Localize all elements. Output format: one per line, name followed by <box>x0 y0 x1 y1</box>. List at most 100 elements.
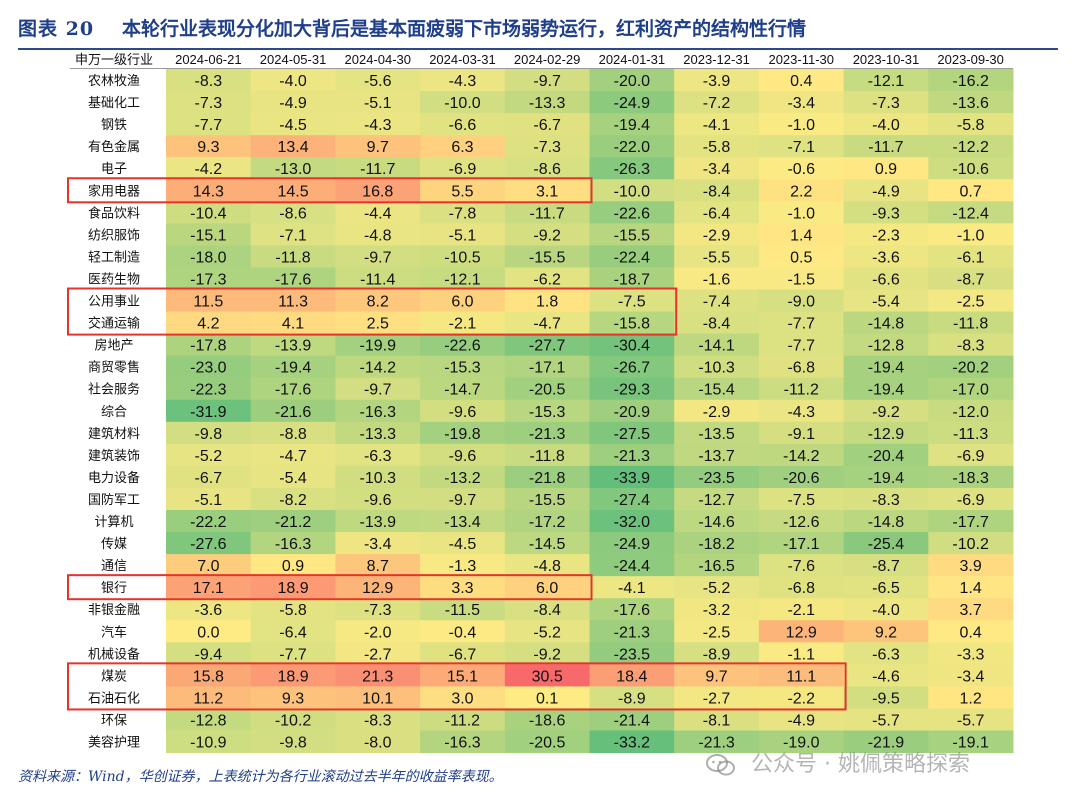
heat-cell <box>420 311 506 335</box>
cell-value: -17.3 <box>190 271 227 288</box>
heat-cell <box>589 598 675 621</box>
heat-cell <box>589 554 675 577</box>
cell-value: -7.6 <box>787 558 815 575</box>
cell-value: -16.5 <box>698 558 735 575</box>
heat-cell <box>166 355 252 379</box>
cell-value: -7.2 <box>703 95 731 112</box>
heat-cell <box>674 135 760 158</box>
heat-cell <box>928 157 1014 180</box>
cell-value: -22.2 <box>190 514 227 531</box>
column-header: 2024-02-29 <box>514 52 581 67</box>
row-header-label: 申万一级行业 <box>75 53 153 68</box>
cell-value: -2.9 <box>703 404 731 421</box>
heat-cell <box>504 113 590 136</box>
cell-value: 2.2 <box>790 183 812 200</box>
cell-value: -13.9 <box>275 338 312 355</box>
cell-value: -4.0 <box>872 117 900 134</box>
cell-value: 6.0 <box>451 294 473 311</box>
heat-cell <box>166 311 252 335</box>
heat-cell <box>928 223 1014 246</box>
heat-cell <box>420 510 506 533</box>
heat-cell <box>420 399 506 423</box>
row-label: 轻工制造 <box>88 250 140 265</box>
cell-value: -8.4 <box>703 183 731 200</box>
heat-cell <box>928 355 1014 379</box>
heat-cell <box>928 201 1014 224</box>
row-label: 国防军工 <box>88 492 140 508</box>
cell-value: -27.5 <box>614 426 651 443</box>
cell-value: -5.8 <box>957 117 985 134</box>
cell-value: -9.2 <box>533 646 561 663</box>
cell-value: -1.1 <box>787 646 815 663</box>
heat-cell <box>758 157 845 180</box>
heat-cell <box>843 532 929 555</box>
cell-value: -7.7 <box>787 338 815 355</box>
heat-cell <box>504 554 590 577</box>
cell-value: -32.0 <box>614 514 651 531</box>
cell-value: -5.2 <box>195 448 223 465</box>
cell-value: -11.8 <box>953 316 988 333</box>
heat-cell <box>335 421 421 445</box>
cell-value: -12.9 <box>868 426 905 443</box>
cell-value: -9.6 <box>364 492 392 509</box>
cell-value: -18.2 <box>698 536 735 553</box>
heat-cell <box>335 664 421 687</box>
heat-cell <box>335 532 421 555</box>
cell-value: 3.9 <box>960 558 982 575</box>
heat-cell <box>420 201 506 224</box>
cell-value: -9.4 <box>195 646 223 663</box>
row-label: 家用电器 <box>88 183 140 199</box>
heat-cell <box>589 465 675 489</box>
heat-cell <box>166 664 252 687</box>
cell-value: -8.4 <box>703 316 731 333</box>
cell-value: 3.3 <box>451 580 473 597</box>
heat-cell <box>928 465 1014 489</box>
heat-cell <box>504 91 590 114</box>
heat-cell <box>166 245 252 268</box>
cell-value: -4.7 <box>279 448 307 465</box>
heat-cell <box>166 620 252 643</box>
cell-value: -2.1 <box>787 602 815 619</box>
heat-cell <box>335 642 421 665</box>
heat-cell <box>758 113 845 136</box>
cell-value: -11.7 <box>360 161 395 178</box>
cell-value: 0.1 <box>536 690 558 707</box>
cell-value: -14.6 <box>698 514 735 531</box>
cell-value: -9.2 <box>533 227 561 244</box>
row-label: 钢铁 <box>101 118 127 133</box>
heat-cell <box>335 730 421 754</box>
cell-value: 5.5 <box>451 183 473 200</box>
cell-value: -13.9 <box>360 514 397 531</box>
cell-value: -6.8 <box>787 580 815 597</box>
cell-value: -15.3 <box>444 360 481 377</box>
heat-cell <box>758 245 845 268</box>
cell-value: -8.9 <box>703 646 731 663</box>
column-header: 2023-10-31 <box>853 52 920 67</box>
cell-value: 21.3 <box>362 668 393 685</box>
heat-cell <box>589 642 675 665</box>
cell-value: -7.3 <box>364 602 392 619</box>
heat-cell <box>843 333 929 357</box>
cell-value: -7.3 <box>195 95 223 112</box>
heat-cell <box>758 576 845 599</box>
cell-value: -10.9 <box>190 735 227 752</box>
row-label: 传媒 <box>101 537 127 552</box>
heat-cell <box>674 510 760 533</box>
cell-value: -19.4 <box>275 360 312 377</box>
row-label: 公用事业 <box>88 295 140 310</box>
heat-cell <box>758 333 845 357</box>
cell-value: 18.9 <box>277 668 308 685</box>
heat-cell <box>674 554 760 577</box>
cell-value: 9.7 <box>367 139 389 156</box>
heat-cell <box>166 113 252 136</box>
cell-value: 17.1 <box>193 580 224 597</box>
heat-cell <box>250 223 336 246</box>
cell-value: -11.4 <box>360 271 395 288</box>
cell-value: -10.6 <box>952 161 989 178</box>
cell-value: -4.3 <box>364 117 392 134</box>
cell-value: -4.5 <box>449 536 477 553</box>
heat-cell <box>674 421 760 445</box>
heat-cell <box>335 179 421 202</box>
heat-cell <box>758 620 845 643</box>
heat-cell <box>843 443 929 467</box>
